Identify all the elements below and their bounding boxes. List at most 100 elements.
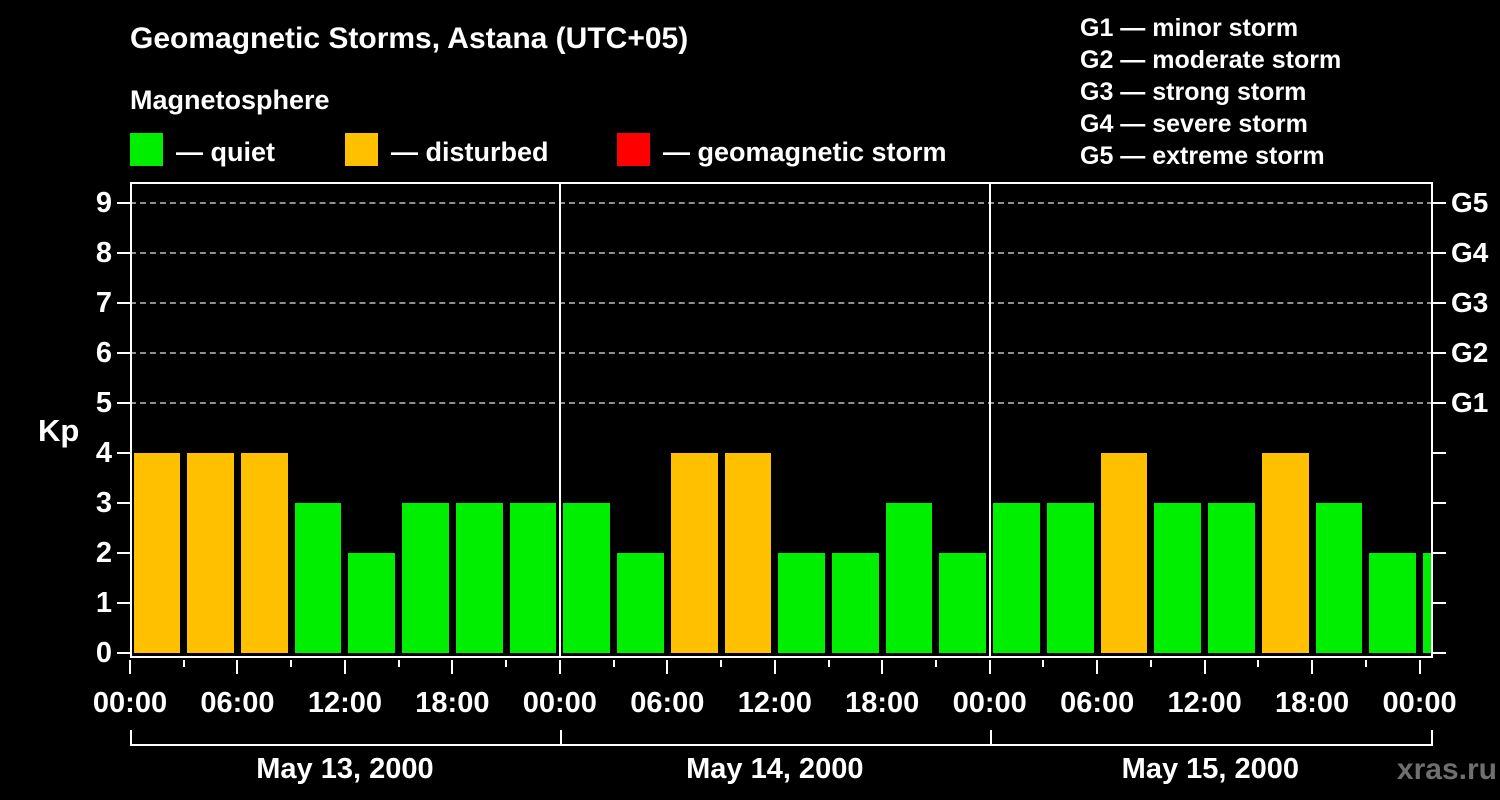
y-tick-left — [117, 652, 130, 654]
x-tick-label: 06:00 — [200, 687, 275, 719]
x-tick-label: 12:00 — [307, 687, 382, 719]
y-tick-left — [117, 252, 130, 254]
gridline-kp8 — [130, 252, 1433, 254]
x-tick-label: 12:00 — [737, 687, 812, 719]
gridline-kp9 — [130, 202, 1433, 204]
y-tick-right — [1433, 602, 1446, 604]
y-tick-right — [1433, 652, 1446, 654]
day-divider — [558, 182, 561, 658]
kp-bar — [1261, 453, 1309, 653]
g-scale-label: G4 — [1451, 237, 1489, 268]
x-tick-label: 00:00 — [522, 687, 597, 719]
y-tick-label: 0 — [95, 637, 112, 669]
y-tick-label: 7 — [95, 287, 112, 319]
x-tick — [182, 660, 185, 667]
x-tick-label: 18:00 — [1275, 687, 1350, 719]
x-tick — [451, 660, 454, 674]
x-tick — [720, 660, 723, 667]
kp-bar — [509, 503, 557, 653]
kp-bar-partial — [1423, 553, 1433, 653]
xras-watermark-link[interactable]: xras.ru — [1396, 753, 1497, 786]
y-tick-left — [117, 352, 130, 354]
kp-bar — [778, 553, 825, 653]
date-label: May 15, 2000 — [1121, 753, 1300, 785]
kp-bar — [563, 503, 611, 653]
y-tick-left — [117, 552, 130, 554]
g-scale-label: G5 — [1451, 187, 1489, 218]
x-tick-label: 18:00 — [845, 687, 920, 719]
date-label: May 14, 2000 — [686, 753, 864, 785]
legend-label-quiet: — quiet — [176, 137, 275, 167]
y-tick-label: 5 — [95, 387, 112, 419]
date-label: May 13, 2000 — [256, 753, 434, 785]
x-tick-label: 06:00 — [1060, 687, 1135, 719]
gridline-kp5 — [130, 402, 1433, 404]
g-legend-line: G1 — minor storm — [1080, 14, 1299, 42]
x-tick-label: 12:00 — [1167, 687, 1242, 719]
y-tick-right — [1433, 202, 1446, 204]
date-bracket — [130, 744, 1433, 746]
y-tick-left — [117, 202, 130, 204]
kp-bar — [1046, 503, 1094, 653]
g-legend-line: G4 — severe storm — [1080, 110, 1308, 138]
bracket-tick — [130, 730, 132, 746]
x-tick — [343, 660, 346, 674]
bracket-tick — [1431, 730, 1433, 746]
x-tick — [129, 660, 131, 674]
y-tick-label: 4 — [95, 437, 112, 469]
x-tick-label: 00:00 — [952, 687, 1027, 719]
kp-bar — [617, 553, 664, 653]
x-tick — [612, 660, 615, 667]
x-tick — [236, 660, 239, 674]
plot-area — [130, 182, 1433, 658]
x-tick — [934, 660, 937, 667]
y-tick-right — [1433, 502, 1446, 504]
bracket-tick — [989, 730, 992, 746]
kp-bar — [1154, 503, 1202, 653]
x-tick-label: 06:00 — [630, 687, 705, 719]
x-tick — [505, 660, 508, 667]
storm-swatch-icon — [617, 133, 650, 166]
g-scale-legend: G1 — minor storm G2 — moderate storm G3 — … — [1080, 12, 1341, 172]
bracket-tick — [559, 730, 562, 746]
gridline-kp7 — [130, 302, 1433, 304]
kp-bar — [939, 553, 987, 653]
x-tick-label: 00:00 — [1382, 687, 1457, 719]
x-tick-label: 00:00 — [92, 687, 168, 719]
x-tick — [1311, 660, 1314, 674]
y-tick-right — [1433, 452, 1446, 454]
y-tick-label: 1 — [95, 587, 112, 619]
kp-bar — [832, 553, 879, 653]
y-tick-left — [117, 402, 130, 404]
y-tick-label: 8 — [95, 237, 112, 269]
kp-bar — [1100, 453, 1148, 653]
day-divider — [988, 182, 991, 658]
g-legend-line: G2 — moderate storm — [1080, 46, 1342, 74]
x-tick — [1042, 660, 1045, 667]
disturbed-swatch-icon — [345, 133, 378, 166]
y-tick-right — [1433, 302, 1446, 304]
kp-bar — [133, 453, 181, 653]
x-tick — [1203, 660, 1206, 674]
y-tick-label: 2 — [95, 537, 112, 569]
magnetosphere-subtitle: Magnetosphere — [130, 85, 330, 115]
kp-bar — [348, 553, 396, 653]
kp-bar — [993, 503, 1040, 653]
y-tick-right — [1433, 402, 1446, 404]
legend-label-storm: — geomagnetic storm — [663, 137, 947, 167]
g-legend-line: G3 — strong storm — [1080, 78, 1307, 106]
kp-bar — [402, 503, 449, 653]
x-tick — [1418, 660, 1421, 674]
x-tick-label: 18:00 — [415, 687, 490, 719]
x-tick — [1364, 660, 1367, 667]
y-tick-right — [1433, 352, 1446, 354]
kp-bar — [1369, 553, 1417, 653]
y-tick-left — [117, 452, 130, 454]
g-legend-line: G5 — extreme storm — [1080, 142, 1325, 170]
x-tick — [827, 660, 830, 667]
x-tick — [1149, 660, 1152, 667]
x-tick — [988, 660, 991, 674]
g-scale-label: G1 — [1451, 387, 1489, 418]
y-tick-label: 9 — [95, 187, 112, 219]
kp-bar — [670, 453, 718, 653]
